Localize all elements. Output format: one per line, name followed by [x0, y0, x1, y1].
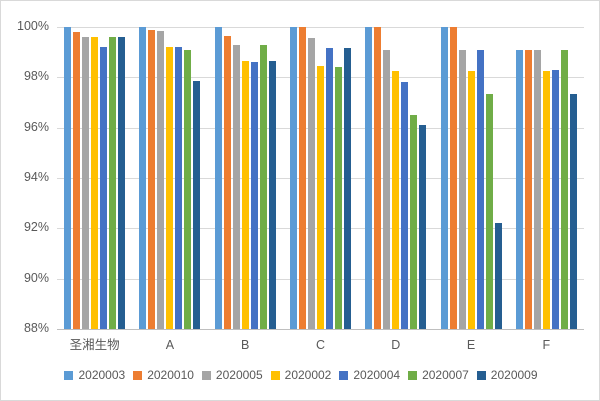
- bar-2020003-D: [365, 27, 373, 329]
- legend-label: 2020009: [490, 368, 538, 382]
- bar-2020003-F: [515, 49, 523, 329]
- bar-2020002-圣湘生物: [91, 37, 99, 329]
- legend-swatch-icon: [476, 370, 486, 380]
- bar-2020003-圣湘生物: [64, 27, 72, 329]
- bar-2020002-C: [317, 66, 324, 329]
- y-tick-label: 100%: [17, 19, 49, 33]
- legend-swatch-icon: [64, 370, 74, 380]
- bar-2020005-圣湘生物: [82, 37, 90, 329]
- x-axis-line: [57, 329, 584, 330]
- bar-2020010-F: [524, 49, 532, 329]
- bar-2020002-D: [392, 71, 400, 329]
- bar-2020005-C: [308, 38, 315, 329]
- legend-label: 2020007: [422, 368, 469, 382]
- legend-swatch-icon: [408, 370, 418, 380]
- gridline: [57, 27, 584, 28]
- legend-label: 2020010: [147, 368, 194, 382]
- bar-2020010-C: [299, 27, 306, 329]
- y-tick-label: 92%: [23, 220, 49, 234]
- y-tick-label: 94%: [23, 170, 49, 184]
- legend-item-2020009: 2020009: [476, 368, 538, 382]
- bar-2020002-F: [542, 71, 550, 329]
- bar-2020004-圣湘生物: [100, 47, 108, 329]
- bar-2020004-E: [476, 49, 484, 329]
- bar-2020007-F: [560, 49, 568, 329]
- bar-2020009-D: [419, 125, 427, 329]
- bar-2020003-B: [214, 27, 222, 329]
- x-tick-label: B: [241, 338, 250, 352]
- legend-item-2020002: 2020002: [270, 368, 332, 382]
- bar-2020010-A: [148, 29, 156, 329]
- bar-2020005-B: [232, 44, 240, 329]
- bar-2020007-D: [410, 115, 418, 329]
- bar-2020010-D: [374, 27, 382, 329]
- bar-2020003-C: [290, 27, 297, 329]
- y-tick-label: 98%: [23, 69, 49, 83]
- bar-2020009-C: [344, 48, 351, 329]
- bar-2020009-A: [193, 81, 201, 329]
- bar-2020004-D: [401, 82, 409, 329]
- legend-swatch-icon: [133, 370, 143, 380]
- legend-item-2020010: 2020010: [133, 368, 194, 382]
- legend-label: 2020002: [284, 368, 332, 382]
- y-tick-label: 96%: [23, 120, 49, 134]
- legend-item-2020003: 2020003: [64, 368, 125, 382]
- legend-item-2020005: 2020005: [201, 368, 263, 382]
- legend-swatch-icon: [339, 370, 349, 380]
- bar-2020009-B: [268, 60, 276, 329]
- bar-2020009-圣湘生物: [118, 37, 126, 329]
- bar-2020004-C: [326, 48, 333, 329]
- legend-swatch-icon: [201, 370, 211, 380]
- x-tick-label: 圣湘生物: [69, 338, 120, 352]
- bar-2020009-F: [569, 93, 577, 329]
- x-tick-label: A: [165, 338, 175, 352]
- bar-2020010-圣湘生物: [73, 32, 81, 329]
- bar-2020007-C: [335, 67, 342, 329]
- bar-2020004-F: [551, 69, 559, 329]
- bar-2020003-E: [440, 27, 448, 329]
- legend-item-2020007: 2020007: [408, 368, 469, 382]
- legend-label: 2020005: [215, 368, 263, 382]
- legend-label: 2020004: [353, 368, 401, 382]
- legend-label: 2020003: [78, 368, 126, 382]
- bar-2020010-E: [449, 27, 457, 329]
- bar-2020002-B: [241, 60, 249, 329]
- bar-2020009-E: [494, 223, 502, 329]
- bar-2020007-圣湘生物: [109, 37, 117, 329]
- bar-2020004-B: [250, 62, 258, 329]
- bar-2020002-E: [467, 71, 475, 329]
- x-tick-label: E: [466, 338, 476, 352]
- bar-2020005-E: [458, 49, 466, 329]
- bar-2020002-A: [166, 47, 174, 329]
- legend-swatch-icon: [270, 370, 280, 380]
- bar-2020003-A: [139, 27, 147, 329]
- legend: 2020003 2020010 2020005 2020002 2020004 20200…: [1, 365, 599, 385]
- bar-2020005-D: [383, 49, 391, 329]
- bar-2020004-A: [175, 47, 183, 329]
- bar-2020005-F: [533, 49, 541, 329]
- bar-2020007-B: [259, 44, 267, 329]
- bar-2020010-B: [223, 35, 231, 329]
- bar-2020005-A: [157, 30, 165, 329]
- x-tick-label: F: [542, 338, 551, 352]
- legend-item-2020004: 2020004: [339, 368, 400, 382]
- bar-2020007-E: [485, 93, 493, 329]
- x-tick-label: D: [391, 338, 401, 352]
- bar-2020007-A: [184, 49, 192, 329]
- y-tick-label: 90%: [23, 271, 49, 285]
- y-tick-label: 88%: [23, 321, 49, 335]
- x-tick-label: C: [315, 338, 326, 352]
